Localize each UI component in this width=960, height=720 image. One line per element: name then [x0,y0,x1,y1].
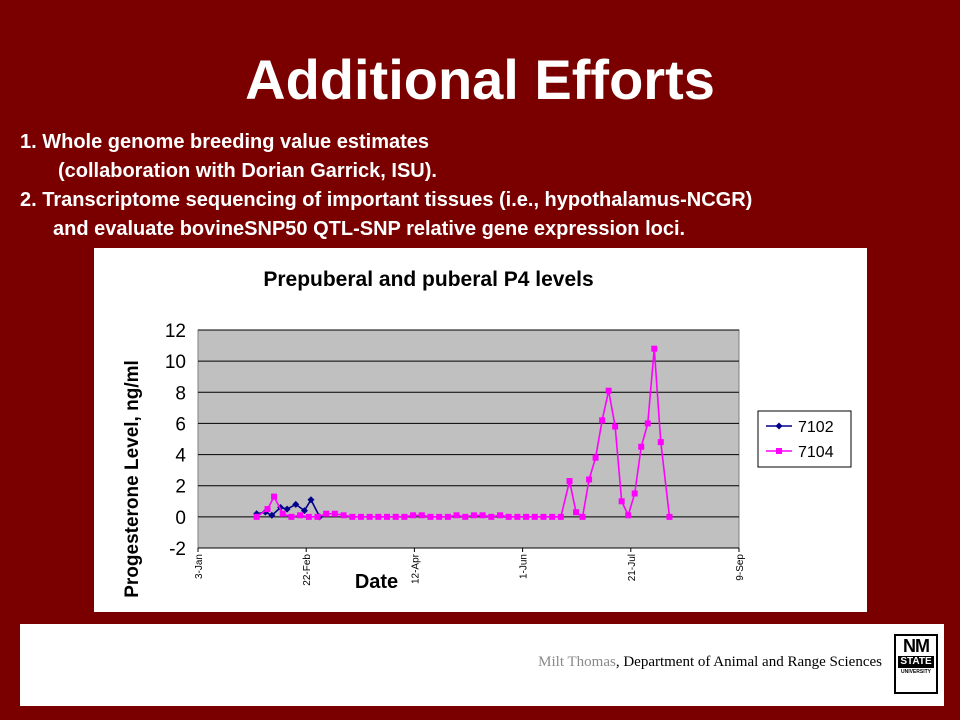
data-point-7104 [384,513,391,520]
data-point-7104 [314,513,321,520]
data-point-7104 [401,513,408,520]
y-tick-label: 2 [175,477,186,498]
y-axis-label: Progesterone Level, ng/ml [122,360,143,598]
data-point-7104 [297,512,304,519]
bullet-list: 1. Whole genome breeding value estimates… [20,128,950,244]
p4-chart: Prepuberal and puberal P4 levels -2 0 2 4 6 8 1… [122,268,852,598]
bullet-2-continuation: and evaluate bovineSNP50 QTL-SNP relativ… [53,218,686,240]
legend-box [757,410,852,468]
bullet-1-continuation: (collaboration with Dorian Garrick, ISU)… [58,160,437,182]
data-point-7104 [453,512,460,519]
slide-title: Additional Efforts [245,48,715,111]
data-point-7104 [366,513,373,520]
data-point-7102 [307,496,315,504]
chart-title: Prepuberal and puberal P4 levels [263,268,593,291]
footer-bar: Milt Thomas, Department of Animal and Ra… [20,624,944,706]
data-point-7104 [592,454,599,461]
data-point-7104 [410,512,417,519]
y-tick-label: -2 [169,539,186,560]
data-point-7104 [531,513,538,520]
bullet-1: 1. Whole genome breeding value estimates [20,131,430,153]
data-point-7104 [470,512,477,519]
y-tick-label: 4 [175,446,186,467]
chart-panel: Prepuberal and puberal P4 levels -2 0 2 4 6 8 1… [94,248,867,612]
data-point-7104 [271,493,278,500]
data-point-7104 [340,512,347,519]
logo-state-text: STATE [898,656,934,668]
data-point-7104 [264,506,271,513]
data-point-7104 [651,345,658,352]
bullet-2: 2. Transcriptome sequencing of important… [20,189,753,211]
y-tick-label: 10 [165,352,186,373]
data-point-7104 [331,510,338,517]
data-point-7104 [427,513,434,520]
data-point-7104 [579,513,586,520]
data-point-7104 [323,510,330,517]
data-point-7104 [586,476,593,483]
data-point-7104 [514,513,521,520]
data-point-7104 [557,513,564,520]
nmsu-logo: NM STATE UNIVERSITY [894,634,938,694]
x-tick-label: 21-Jul [627,554,638,581]
x-tick-label: 22-Feb [302,554,313,586]
x-axis-label: Date [355,571,398,593]
legend-label-7102: 7102 [798,419,834,436]
data-point-7104 [625,512,632,519]
data-point-7104 [540,513,547,520]
data-point-7104 [573,509,580,516]
data-point-7104 [638,443,645,450]
data-point-7104 [644,420,651,427]
legend-label-7104: 7104 [798,444,834,461]
y-tick-label: 0 [175,508,186,529]
data-point-7104 [375,513,382,520]
data-point-7104 [612,423,619,430]
data-point-7104 [444,513,451,520]
data-point-7102 [268,511,276,519]
data-point-7104 [566,478,573,485]
logo-university-text: UNIVERSITY [900,669,931,675]
legend-marker-7102 [775,422,783,430]
y-tick-label: 8 [175,383,186,404]
x-tick-label: 12-Apr [410,553,421,584]
logo-nm-text: NM [903,636,930,656]
footer-author: Milt Thomas [538,654,616,670]
data-point-7104 [462,513,469,520]
data-point-7104 [631,490,638,497]
data-point-7104 [657,439,664,446]
data-point-7102 [292,500,300,508]
data-point-7104 [479,512,486,519]
data-point-7104 [288,513,295,520]
data-point-7104 [523,513,530,520]
data-point-7104 [505,513,512,520]
data-point-7104 [392,513,399,520]
footer-credit: Milt Thomas, Department of Animal and Ra… [538,654,882,671]
data-point-7104 [488,513,495,520]
data-point-7104 [349,513,356,520]
series-line-7104 [256,348,671,519]
data-point-7104 [549,513,556,520]
data-point-7104 [418,512,425,519]
data-point-7104 [666,513,673,520]
legend-marker-7104 [776,448,782,454]
data-point-7104 [605,387,612,394]
x-tick-label: 1-Jun [519,554,530,579]
data-point-7104 [305,513,312,520]
data-point-7104 [279,510,286,517]
x-tick-label: 9-Sep [735,554,746,581]
data-point-7104 [497,512,504,519]
data-point-7104 [436,513,443,520]
x-tick-label: 3-Jan [194,554,205,579]
footer-department: , Department of Animal and Range Science… [615,654,882,670]
data-point-7104 [599,417,606,424]
plot-area [197,329,740,549]
data-point-7104 [357,513,364,520]
y-tick-label: 12 [165,321,186,342]
data-point-7104 [618,498,625,505]
data-point-7104 [253,513,260,520]
y-tick-label: 6 [175,414,186,435]
